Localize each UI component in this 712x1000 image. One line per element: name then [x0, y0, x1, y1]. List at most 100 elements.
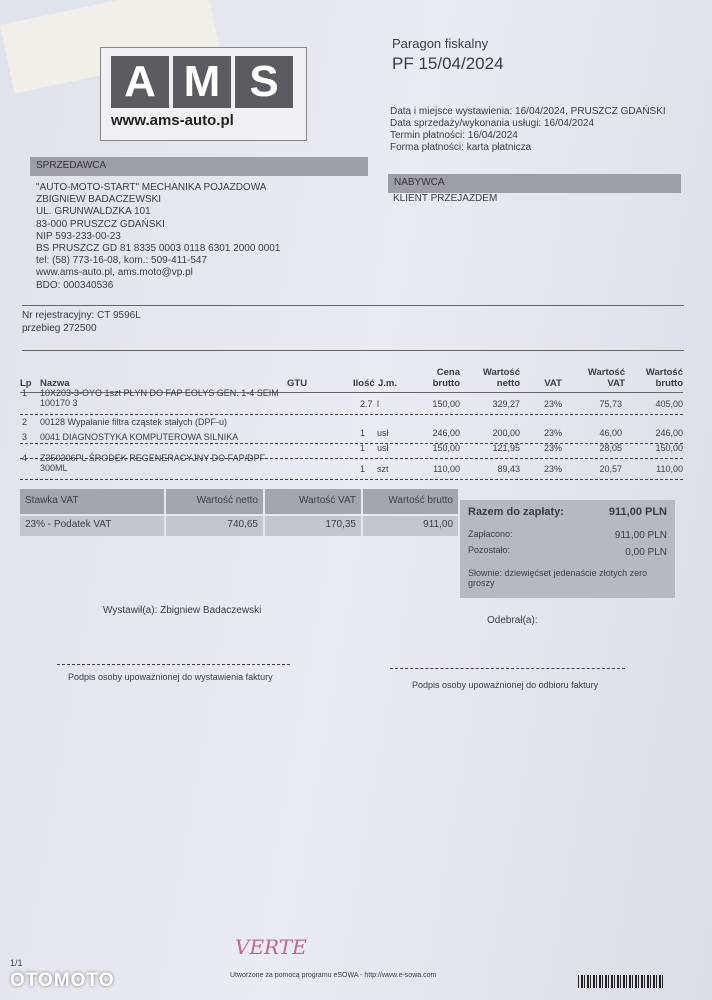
table-cell: 23% [543, 428, 562, 438]
due-label: Razem do zapłaty: [468, 506, 564, 518]
table-cell: 28,05 [599, 443, 622, 453]
rule [20, 392, 683, 393]
table-header: Wartość netto [482, 367, 520, 389]
meta-line: Data i miejsce wystawienia: 16/04/2024, … [390, 106, 666, 117]
logo-letter: M [173, 56, 231, 108]
row-rule [20, 479, 683, 480]
seller-line: www.ams-auto.pl, ams.moto@vp.pl [36, 267, 193, 279]
table-cell: 121,95 [492, 443, 520, 453]
words: Słownie: dziewięćset jedenaście złotych … [468, 568, 648, 588]
vat-header: Wartość netto [166, 489, 265, 514]
seller-line: tel: (58) 773-16-08, kom.: 509-411-547 [36, 255, 208, 267]
issuer-caption: Podpis osoby upoważnionej do wystawienia… [68, 672, 273, 682]
table-cell: 75,73 [599, 399, 622, 409]
handwriting: VERTE [235, 935, 307, 959]
registration: Nr rejestracyjny: CT 9596L [22, 310, 141, 321]
table-cell: 2.7 [360, 399, 373, 409]
row-rule [20, 443, 683, 444]
vat-cell: 740,65 [166, 516, 265, 536]
table-cell: Z350306PL ŚRODEK REGENERACYJNY DO FAP/DP… [40, 453, 266, 473]
table-cell: 405,00 [655, 399, 683, 409]
table-header: Nazwa [40, 378, 70, 389]
table-cell: usł [377, 443, 389, 453]
meta-line: Termin płatności: 16/04/2024 [390, 130, 518, 141]
vat-cell: 170,35 [265, 516, 363, 536]
table-cell: szt [377, 464, 389, 474]
table-cell: 46,00 [599, 428, 622, 438]
seller-line: 83-000 PRUSZCZ GDAŃSKI [36, 218, 165, 230]
receiver-caption: Podpis osoby upoważnionej do odbioru fak… [412, 680, 599, 690]
vat-header: Wartość brutto [363, 489, 460, 514]
row-rule [20, 414, 683, 415]
table-cell: 23% [543, 443, 562, 453]
table-cell: 23% [543, 399, 562, 409]
watermark: OTOMOTO [10, 970, 115, 991]
table-cell: 1 [22, 388, 28, 398]
issuer: Wystawił(a): Zbigniew Badaczewski [103, 605, 262, 616]
logo-url: www.ams-auto.pl [111, 112, 234, 129]
row-rule [20, 458, 683, 459]
seller-line: BDO: 000340536 [36, 279, 114, 291]
buyer-name: KLIENT PRZEJAZDEM [393, 193, 498, 204]
table-cell: 110,00 [433, 464, 460, 474]
logo-letter: S [235, 56, 293, 108]
table-cell: 150,00 [432, 399, 460, 409]
seller-heading: SPRZEDAWCA [30, 157, 368, 176]
table-cell: 110,00 [656, 464, 683, 474]
vat-header: Stawka VAT [20, 489, 166, 514]
table-cell: 329,27 [492, 399, 520, 409]
table-cell: 4 [22, 453, 28, 463]
table-cell: 1 [360, 464, 366, 474]
software: Utworzone za pomocą programu eSOWA - htt… [230, 972, 437, 979]
table-header: Wartość VAT [587, 367, 625, 389]
receiver: Odebrał(a): [487, 615, 538, 626]
page-number: 1/1 [10, 958, 23, 968]
left-label: Pozostało: [468, 545, 511, 555]
table-cell: 20,57 [599, 464, 622, 474]
table-header: Lp [20, 378, 32, 389]
logo-letter: A [111, 56, 169, 108]
paid: 911,00 PLN [614, 530, 667, 541]
paid-label: Zapłacono: [468, 529, 513, 539]
table-header: VAT [544, 378, 562, 389]
due: 911,00 PLN [608, 506, 667, 518]
table-cell: 89,43 [497, 464, 520, 474]
table-cell: 246,00 [432, 428, 460, 438]
table-header: Wartość brutto [645, 367, 683, 389]
table-header: GTU [287, 378, 308, 389]
table-cell: 150,00 [655, 443, 683, 453]
table-cell: usł [377, 428, 389, 438]
table-cell: 23% [543, 464, 562, 474]
rule [22, 305, 684, 306]
meta-line: Forma płatności: karta płatnicza [390, 142, 532, 153]
table-header: Cena brutto [432, 367, 460, 389]
barcode [578, 975, 664, 988]
table-cell: 150,00 [432, 443, 460, 453]
seller-line: "AUTO-MOTO-START" MECHANIKA POJAZDOWA [36, 182, 267, 193]
seller-line: NIP 593-233-00-23 [36, 230, 121, 242]
doc-title: Paragon fiskalny [392, 36, 489, 51]
vat-cell: 23% - Podatek VAT [20, 516, 166, 536]
table-cell: 200,00 [492, 428, 520, 438]
totals-box: Razem do zapłaty: 911,00 PLN Zapłacono: … [460, 500, 675, 598]
vat-cell: 911,00 [363, 516, 460, 536]
mileage: przebieg 272500 [22, 323, 97, 334]
table-cell: 1 [360, 443, 366, 453]
table-cell: 10X203-3-OYO 1szt PŁYN DO FAP EOLYS GEN.… [40, 388, 279, 408]
table-cell: l [377, 399, 379, 409]
signature-line [390, 668, 625, 669]
meta-line: Data sprzedaży/wykonania usługi: 16/04/2… [390, 118, 595, 129]
table-cell: 1 [360, 428, 366, 438]
table-header: Ilość [353, 378, 375, 389]
table-cell: 3 [22, 432, 28, 442]
doc-number: PF 15/04/2024 [392, 54, 504, 73]
table-header: J.m. [378, 378, 398, 389]
seller-line: UL. GRUNWALDZKA 101 [36, 206, 151, 218]
buyer-heading: NABYWCA [388, 174, 681, 193]
left: 0,00 PLN [625, 547, 667, 558]
table-cell: 0041 DIAGNOSTYKA KOMPUTEROWA SILNIKA [40, 432, 239, 442]
table-cell: 246,00 [655, 428, 683, 438]
signature-line [57, 664, 290, 665]
